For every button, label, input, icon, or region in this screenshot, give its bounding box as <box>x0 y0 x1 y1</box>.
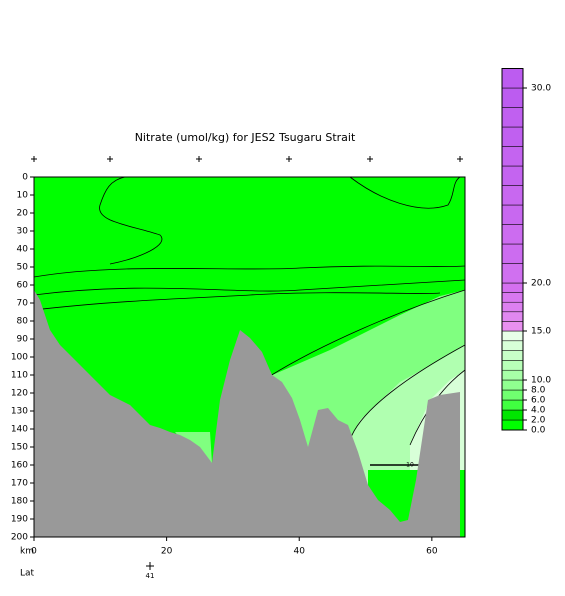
y-tick-label: 150 <box>11 443 28 453</box>
colorbar-band <box>501 243 524 264</box>
lat-mark <box>146 562 154 570</box>
colorbar-band <box>501 350 524 361</box>
colorbar-band <box>501 126 524 147</box>
colorbar-frame <box>501 68 524 431</box>
colorbar-band <box>501 360 524 371</box>
colorbar-band <box>501 204 524 225</box>
colorbar-band <box>501 282 524 293</box>
colorbar-band <box>501 263 524 284</box>
y-tick-label: 40 <box>17 245 29 255</box>
y-tick-label: 160 <box>11 461 28 471</box>
colorbar-band <box>501 185 524 206</box>
colorbar-band <box>501 292 524 303</box>
colorbar-band <box>501 301 524 313</box>
x-tick-label: 60 <box>426 547 438 557</box>
contour-line <box>33 279 466 296</box>
colorbar-tick-label: 20.0 <box>531 279 551 289</box>
colorbar-tick-label: 0.0 <box>531 426 546 436</box>
contour-line <box>349 344 466 441</box>
y-tick-label: 180 <box>11 497 28 507</box>
contour-line <box>349 176 461 209</box>
colorbar-band <box>501 68 524 89</box>
x-axis-label: km <box>20 547 34 557</box>
colorbar-tick-label: 15.0 <box>531 327 551 337</box>
chart-title: Nitrate (umol/kg) for JES2 Tsugaru Strai… <box>135 131 356 144</box>
colorbar-band <box>501 224 524 245</box>
x-tick-label: 20 <box>161 547 173 557</box>
colorbar-band <box>501 369 524 381</box>
colorbar-tick-label: 30.0 <box>531 84 551 94</box>
colorbar-tick-label: 4.0 <box>531 406 546 416</box>
y-tick-label: 80 <box>17 317 29 327</box>
x-tick-label: 40 <box>294 547 306 557</box>
colorbar-tick-label: 8.0 <box>531 386 546 396</box>
colorbar-band <box>501 409 524 421</box>
y-tick-label: 0 <box>22 173 28 183</box>
x-tick-label: 0 <box>31 547 37 557</box>
colorbar-band <box>501 146 524 167</box>
y-tick-label: 100 <box>11 353 28 363</box>
contours <box>33 176 466 466</box>
colorbar-band <box>501 340 524 351</box>
y-tick-label: 110 <box>11 371 28 381</box>
y-tick-label: 120 <box>11 389 28 399</box>
colorbar-band <box>501 87 524 108</box>
colorbar-band <box>501 419 524 431</box>
colorbar-band <box>501 311 524 322</box>
station-markers <box>31 156 463 570</box>
lat-label: Lat <box>20 569 35 579</box>
y-tick-label: 200 <box>11 533 28 543</box>
colorbar-tick-label: 10.0 <box>531 376 551 386</box>
colorbar-band <box>501 330 524 342</box>
y-tick-label: 190 <box>11 515 28 525</box>
y-tick-label: 10 <box>17 191 29 201</box>
y-tick-label: 60 <box>17 281 29 291</box>
y-tick-label: 30 <box>17 227 29 237</box>
y-tick-label: 130 <box>11 407 28 417</box>
y-tick-label: 70 <box>17 299 29 309</box>
y-tick-label: 170 <box>11 479 28 489</box>
y-tick-label: 20 <box>17 209 29 219</box>
colorbar-band <box>501 379 524 391</box>
contour-line <box>99 176 163 265</box>
colorbar-band <box>501 321 524 332</box>
lat-tick-label: 41 <box>146 572 155 580</box>
y-tick-label: 90 <box>17 335 29 345</box>
y-tick-label: 50 <box>17 263 29 273</box>
bathymetry <box>34 290 460 537</box>
colorbar-tick-label: 6.0 <box>531 396 546 406</box>
colorbar-band <box>501 107 524 128</box>
contour-line <box>33 292 441 311</box>
colorbar-band <box>501 399 524 411</box>
station-mark <box>31 156 463 162</box>
contour-label: 10 <box>406 462 414 469</box>
y-tick-label: 140 <box>11 425 28 435</box>
contour-line <box>33 265 466 278</box>
colorbar-band <box>501 165 524 186</box>
contour-line <box>269 289 466 377</box>
colorbar-tick-label: 2.0 <box>531 416 546 426</box>
colorbar-band <box>501 389 524 401</box>
